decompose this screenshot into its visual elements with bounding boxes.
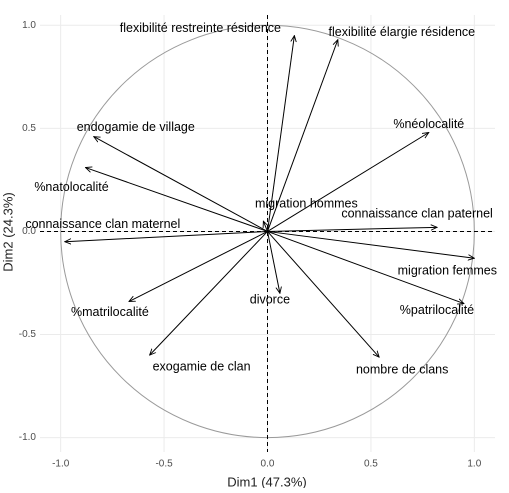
y-tick-label: -0.5	[19, 329, 37, 340]
arrow	[267, 230, 475, 258]
variable-label: migration hommes	[255, 196, 358, 210]
variable-label: connaissance clan paternel	[341, 207, 493, 221]
arrow	[150, 231, 268, 355]
arrow	[267, 230, 464, 303]
arrow	[65, 230, 268, 241]
arrow	[267, 40, 338, 232]
variable-label: endogamie de village	[77, 120, 195, 134]
x-tick-label: -1.0	[52, 459, 70, 470]
variable-label: nombre de clans	[356, 362, 448, 376]
variable-label: connaissance clan maternel	[25, 217, 180, 231]
arrow	[267, 231, 280, 293]
variable-label: %néolocalité	[393, 117, 464, 131]
arrow	[267, 231, 380, 357]
x-tick-label: -0.5	[155, 459, 173, 470]
arrow	[129, 230, 268, 301]
variable-label: divorce	[250, 293, 290, 307]
arrow	[94, 137, 268, 232]
variable-label: %patrilocalité	[400, 303, 474, 317]
variable-label: %natolocalité	[34, 180, 108, 194]
variable-label: flexibilité restreinte résidence	[120, 21, 281, 35]
variable-label: flexibilité élargie résidence	[329, 25, 476, 39]
x-axis-title: Dim1 (47.3%)	[227, 474, 306, 488]
y-tick-label: 0.5	[22, 123, 36, 134]
y-axis-title: Dim2 (24.3%)	[0, 192, 15, 271]
arrow	[267, 36, 295, 232]
arrow	[263, 221, 267, 232]
y-tick-label: -1.0	[19, 432, 37, 443]
x-tick-label: 1.0	[467, 459, 481, 470]
x-tick-label: 0.0	[261, 459, 275, 470]
variable-label: %matrilocalité	[71, 305, 149, 319]
arrow	[86, 168, 268, 232]
arrow	[267, 227, 438, 232]
variable-label: migration femmes	[398, 264, 497, 278]
arrow	[267, 132, 429, 232]
variable-label: exogamie de clan	[153, 359, 251, 373]
y-tick-label: 0.0	[22, 226, 36, 237]
x-tick-label: 0.5	[364, 459, 378, 470]
y-tick-label: 1.0	[22, 20, 36, 31]
